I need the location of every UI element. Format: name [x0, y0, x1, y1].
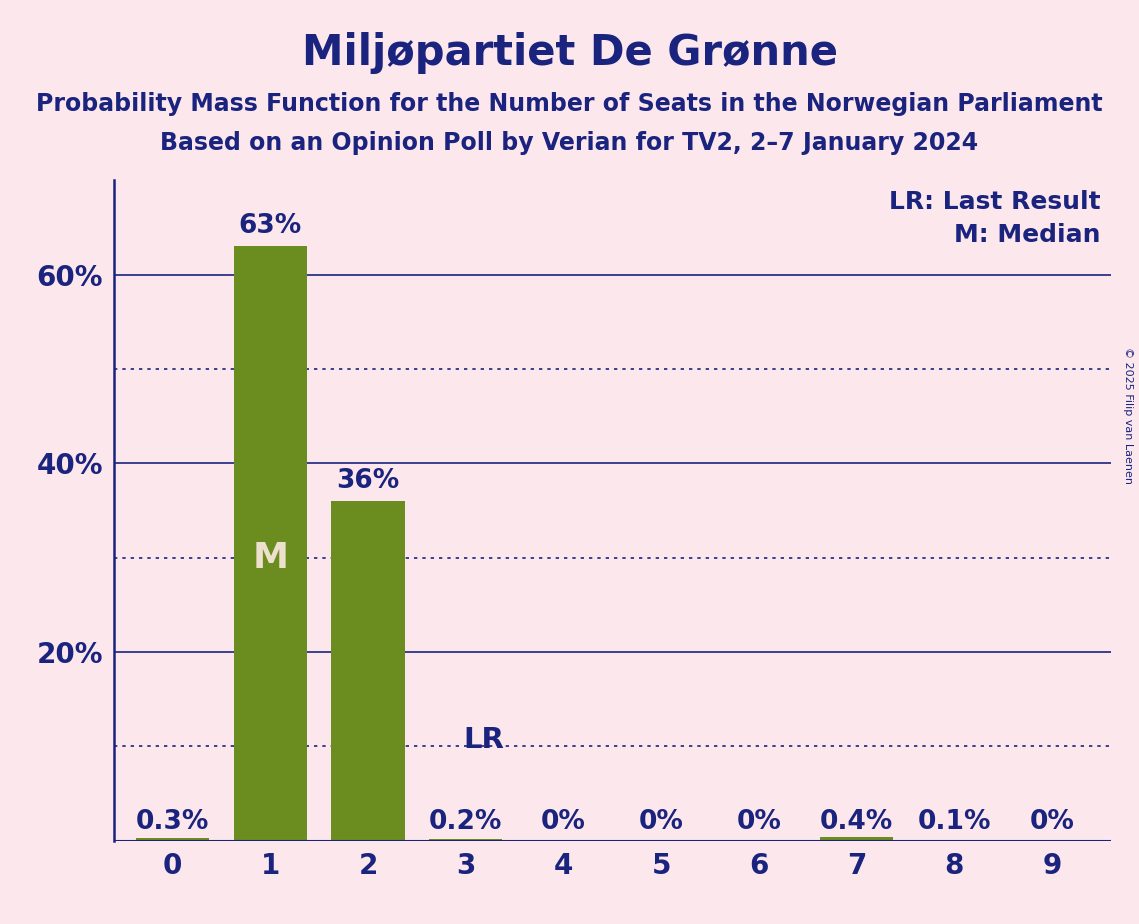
Text: LR: LR — [464, 726, 505, 754]
Bar — [233, 246, 306, 841]
Text: 63%: 63% — [238, 213, 302, 238]
Bar — [918, 840, 991, 841]
Text: M: Median: M: Median — [954, 223, 1100, 247]
Bar — [136, 838, 210, 841]
Text: LR: Last Result: LR: Last Result — [888, 190, 1100, 214]
Text: 0.3%: 0.3% — [136, 809, 210, 835]
Bar — [820, 837, 893, 841]
Bar — [331, 501, 404, 841]
Text: 0.1%: 0.1% — [917, 809, 991, 835]
Text: 0%: 0% — [736, 809, 781, 835]
Text: M: M — [252, 541, 288, 575]
Bar — [429, 839, 502, 841]
Text: Probability Mass Function for the Number of Seats in the Norwegian Parliament: Probability Mass Function for the Number… — [36, 92, 1103, 116]
Text: 0%: 0% — [639, 809, 683, 835]
Text: Based on an Opinion Poll by Verian for TV2, 2–7 January 2024: Based on an Opinion Poll by Verian for T… — [161, 131, 978, 155]
Text: Miljøpartiet De Grønne: Miljøpartiet De Grønne — [302, 32, 837, 74]
Text: © 2025 Filip van Laenen: © 2025 Filip van Laenen — [1123, 347, 1132, 484]
Text: 0.2%: 0.2% — [429, 809, 502, 835]
Text: 36%: 36% — [336, 468, 400, 493]
Text: 0%: 0% — [1030, 809, 1074, 835]
Text: 0%: 0% — [541, 809, 585, 835]
Text: 0.4%: 0.4% — [820, 809, 893, 835]
